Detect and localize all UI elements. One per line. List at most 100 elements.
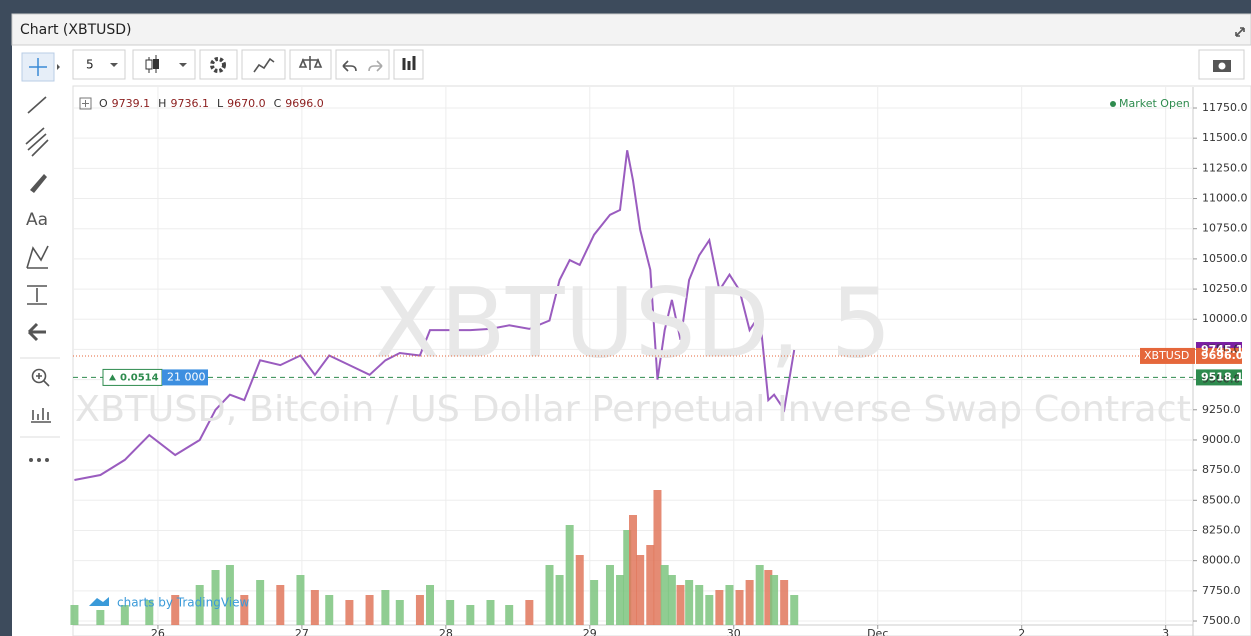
y-tick-label: 11500.0 (1202, 131, 1248, 144)
plot (70, 87, 1197, 636)
legend-toggle[interactable] (79, 97, 92, 110)
volume-bar (171, 595, 180, 625)
more-dot[interactable] (37, 458, 41, 462)
volume-bar (545, 565, 554, 625)
ohlc-legend: O 9739.1 H 9736.1 L 9670.0 C 9696.0 (99, 97, 324, 110)
volume-bar (486, 600, 495, 625)
brush-tool[interactable] (30, 174, 47, 193)
x-tick-label: 30 (727, 627, 741, 636)
collapse-button[interactable] (1235, 27, 1245, 37)
y-tick-label: 8500.0 (1202, 493, 1241, 506)
symbol-label-box (1140, 347, 1195, 364)
y-tick-label: 10250.0 (1202, 282, 1248, 295)
x-tick-label: 29 (583, 627, 597, 636)
y-tick-label: 9000.0 (1202, 433, 1241, 446)
pattern-tool[interactable] (26, 245, 49, 269)
volume-bar (96, 610, 105, 625)
volume-bar (225, 565, 234, 625)
more-dot[interactable] (29, 458, 33, 462)
tradingview-logo (89, 597, 109, 606)
y-tick-label: 10500.0 (1202, 252, 1248, 265)
volume-bar (623, 530, 632, 625)
volume-bar (755, 565, 764, 625)
symbol-label: XBTUSD (1144, 349, 1189, 362)
price-label-box (1196, 369, 1242, 386)
volume-bar (345, 600, 354, 625)
y-tick-label: 10000.0 (1202, 312, 1248, 325)
y-tick-label: 9250.0 (1202, 403, 1241, 416)
volume-bar (365, 595, 374, 625)
volume-bar (120, 605, 129, 625)
volume-bar (705, 595, 714, 625)
dropdown-arrow (110, 63, 118, 67)
tool-arrow (57, 64, 60, 70)
indicators-button[interactable] (241, 49, 286, 80)
overlay (73, 342, 1242, 386)
zoom-tool[interactable] (31, 368, 47, 384)
volume-bar (240, 595, 249, 625)
symbol-watermark: XBTUSD, 5 (374, 267, 892, 379)
volume-bar (426, 585, 435, 625)
indicator-icon (253, 57, 275, 73)
crosshair-icon (29, 58, 47, 76)
volume-bar (145, 600, 154, 625)
volume-bar (764, 570, 773, 625)
volume-bar (276, 585, 285, 625)
ohlc-value: 9739.1 (112, 97, 151, 110)
legend-toggle-icon (82, 100, 89, 107)
more-dot[interactable] (45, 458, 49, 462)
volume-bar (296, 575, 305, 625)
fib-tool[interactable] (25, 127, 49, 157)
measure-tool[interactable] (27, 285, 47, 305)
description-watermark: XBTUSD, Bitcoin / US Dollar Perpetual In… (75, 389, 1191, 430)
window-title: Chart (XBTUSD) (20, 22, 132, 38)
position-change: 0.0514 (120, 372, 159, 383)
x-tick-label: 28 (439, 627, 453, 636)
y-tick-label: 11750.0 (1202, 101, 1248, 114)
price-label: 9696.0 (1201, 349, 1244, 362)
volume-bar (695, 585, 704, 625)
remove-tool[interactable] (27, 322, 46, 342)
x-tick-label: 3 (1162, 627, 1169, 636)
zoom-icon (36, 373, 50, 387)
scale-tool[interactable] (31, 408, 51, 423)
volume-bar (565, 525, 574, 625)
y-tick-label: 7500.0 (1202, 614, 1241, 627)
y-tick-label: 11250.0 (1202, 161, 1248, 174)
volume-bar (555, 575, 564, 625)
position-quantity-box (162, 369, 208, 386)
x-tick-label: 27 (295, 627, 309, 636)
volume-bar (667, 575, 676, 625)
ohlc-key: C (274, 97, 282, 110)
volume-bar (325, 595, 334, 625)
interval-button[interactable] (72, 49, 126, 80)
ohlc-value: 9736.1 (170, 97, 209, 110)
volume-bar (415, 595, 424, 625)
settings-button[interactable] (199, 49, 238, 80)
y-tick-label: 9750.0 (1202, 342, 1241, 355)
status-dot (1110, 101, 1116, 107)
volume-bar (653, 490, 662, 625)
gear-icon (210, 57, 226, 73)
chart-style-button[interactable] (132, 49, 196, 80)
price-label-box (1196, 347, 1242, 364)
volume-bar (616, 575, 625, 625)
y-tick-label: 8250.0 (1202, 523, 1241, 536)
attribution: charts by TradingView (117, 596, 249, 610)
volume-bar (780, 580, 789, 625)
scale-icon (298, 56, 323, 70)
candle-icon (145, 59, 153, 70)
undo-icon (342, 60, 357, 72)
y-tick-label: 8750.0 (1202, 463, 1241, 476)
text-tool[interactable]: Aa (26, 210, 48, 230)
position-up-arrow (109, 374, 116, 381)
volume-bar (636, 555, 645, 625)
volume-bar (660, 565, 669, 625)
trendline-tool[interactable] (27, 96, 47, 114)
ohlc-key: O (99, 97, 108, 110)
x-tick-label: Dec (867, 627, 888, 636)
ohlc-key: L (217, 97, 224, 110)
volume-bar (590, 580, 599, 625)
volume-bar (770, 575, 779, 625)
